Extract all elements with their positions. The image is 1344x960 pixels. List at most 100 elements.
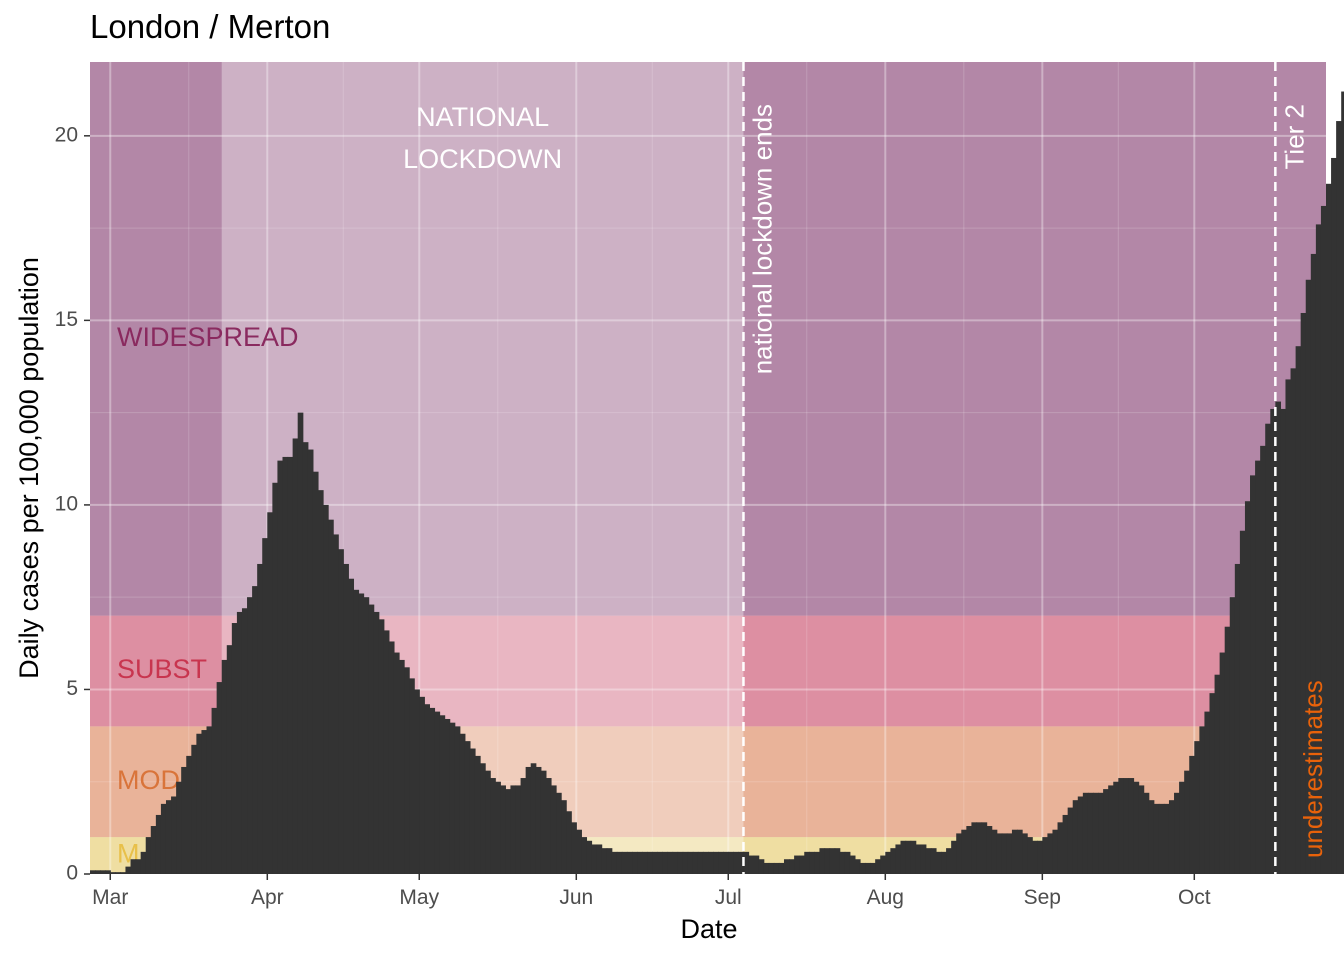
bar (900, 840, 907, 874)
bar (439, 715, 446, 874)
bar (1234, 563, 1241, 874)
bar (647, 851, 653, 874)
bar (571, 822, 577, 874)
bar (201, 730, 208, 874)
bar (434, 711, 441, 874)
lockdown-label: NATIONAL LOCKDOWN (403, 102, 562, 174)
bar (956, 833, 962, 874)
bar (383, 630, 390, 874)
bar (930, 848, 937, 874)
bar (591, 844, 598, 874)
bar (829, 848, 836, 874)
bar (302, 442, 309, 874)
bar (687, 851, 694, 874)
bar (297, 412, 304, 874)
bar (495, 781, 501, 874)
bar (1209, 693, 1216, 874)
chart-title: London / Merton (90, 8, 331, 45)
bar (1219, 652, 1226, 874)
bar (196, 733, 203, 874)
bar (1204, 711, 1211, 874)
bar (307, 449, 314, 874)
bar (469, 748, 476, 874)
bar (317, 490, 324, 874)
bar (616, 851, 623, 874)
bar (186, 755, 192, 874)
bar (333, 534, 339, 874)
bar (449, 722, 456, 874)
bar (176, 781, 182, 874)
x-tick-label: Mar (92, 886, 128, 909)
bar (809, 851, 815, 874)
bar (758, 859, 765, 874)
bar (743, 851, 750, 874)
bar (1067, 807, 1074, 874)
y-tick-label: 10 (55, 492, 78, 515)
bar (677, 851, 684, 874)
bar (419, 696, 425, 874)
bar (1006, 833, 1013, 874)
bar (1001, 833, 1008, 874)
bar (1163, 803, 1170, 874)
bar (672, 851, 679, 874)
bar (348, 578, 355, 874)
bar (1239, 530, 1246, 874)
bar (211, 707, 218, 874)
bar (1082, 792, 1089, 874)
bar (1260, 445, 1266, 874)
bar (1280, 408, 1287, 874)
bar (1168, 800, 1175, 874)
bar (920, 844, 927, 874)
bar (236, 611, 243, 874)
bar (1326, 183, 1332, 875)
band-label-widespread: WIDESPREAD (117, 322, 299, 352)
bar (1265, 423, 1271, 874)
bar (885, 851, 891, 874)
bar (905, 840, 912, 874)
bar (181, 766, 187, 874)
bar (490, 778, 496, 874)
bar (733, 851, 739, 874)
bar (1027, 837, 1033, 874)
bar (692, 851, 699, 874)
bar (105, 870, 111, 874)
bar (252, 586, 258, 874)
bar (444, 718, 451, 874)
bar (262, 538, 268, 874)
bar (895, 844, 902, 874)
bar (657, 851, 664, 874)
bar (854, 859, 861, 874)
bar (966, 826, 973, 874)
y-axis: 0 5 10 15 20 (55, 123, 90, 885)
bar (819, 848, 826, 874)
x-tick-label: Sep (1024, 886, 1061, 909)
bar (870, 862, 876, 874)
bar (505, 789, 512, 874)
bar (763, 862, 770, 874)
bar (1174, 792, 1180, 874)
x-tick-label: Apr (251, 886, 284, 909)
bar (915, 844, 922, 874)
bar (611, 851, 618, 874)
bar (535, 766, 542, 874)
bar (125, 866, 132, 874)
bar (424, 704, 430, 874)
bar (682, 851, 689, 874)
bar (388, 641, 395, 874)
bar (110, 872, 116, 874)
bar (95, 870, 101, 874)
bar (1250, 475, 1256, 874)
bar (935, 851, 942, 874)
bar (925, 848, 932, 874)
bar (1087, 792, 1094, 874)
band-label-moderate: MOD (117, 765, 180, 795)
bar (799, 855, 805, 874)
bar (550, 785, 557, 874)
bar (1305, 279, 1312, 874)
bar (363, 597, 370, 874)
bar (773, 862, 780, 874)
bar (1255, 460, 1261, 874)
bar (753, 855, 760, 874)
